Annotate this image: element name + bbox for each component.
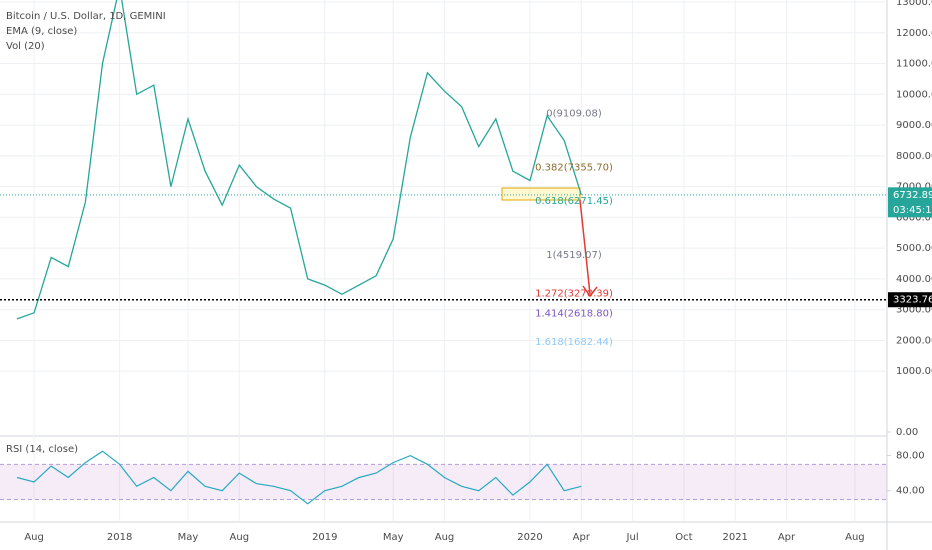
arrow-head xyxy=(582,285,598,298)
grid xyxy=(0,0,887,522)
x-tick-label: Apr xyxy=(573,532,591,543)
x-tick-label: Aug xyxy=(845,532,865,543)
x-tick-label: 2021 xyxy=(722,532,747,543)
price-marker-box xyxy=(888,292,932,308)
fib-label: 1.272(3270.39) xyxy=(535,288,613,299)
rsi-tick-label: 80.00 xyxy=(896,451,925,462)
price-marker-sublabel: 03:45:13 xyxy=(893,205,932,216)
x-tick-label: May xyxy=(383,532,404,543)
y-tick-label: 1000.00 xyxy=(896,366,932,377)
x-tick-label: 2018 xyxy=(107,532,132,543)
y-tick-label: 4000.00 xyxy=(896,274,932,285)
indicator-label: EMA (9, close) xyxy=(6,26,77,37)
y-tick-label: 12000.00 xyxy=(896,28,932,39)
x-tick-label: Aug xyxy=(230,532,250,543)
x-tick-label: Oct xyxy=(675,532,692,543)
marks xyxy=(16,0,582,505)
y-tick-label: 8000.00 xyxy=(896,151,932,162)
fib-label: 1(4519.07) xyxy=(546,250,602,261)
x-tick-label: 2020 xyxy=(517,532,542,543)
y-tick-label: 9000.00 xyxy=(896,120,932,131)
arrow-line xyxy=(579,199,591,295)
x-tick-label: Jul xyxy=(626,532,639,543)
x-tick-label: 2019 xyxy=(312,532,337,543)
x-tick-label: Aug xyxy=(24,532,44,543)
y-tick-label: 11000.00 xyxy=(896,59,932,70)
rsi-title: RSI (14, close) xyxy=(6,444,78,455)
fib-label: 0.382(7355.70) xyxy=(535,163,613,174)
rsi-tick-label: 40.00 xyxy=(896,486,925,497)
fib-label: 0.618(6271.45) xyxy=(535,196,613,207)
rsi-band xyxy=(0,464,887,500)
y-tick-label: 10000.00 xyxy=(896,89,932,100)
fib-label: 1.414(2618.80) xyxy=(535,308,613,319)
fib-label: 0(9109.08) xyxy=(546,109,602,120)
y-tick-label: 5000.00 xyxy=(896,243,932,254)
x-tick-label: Apr xyxy=(778,532,796,543)
y-tick-label: 2000.00 xyxy=(896,335,932,346)
chart-title: Bitcoin / U.S. Dollar, 1D, GEMINI xyxy=(6,11,166,22)
rsi-line xyxy=(16,450,582,505)
fib-label: 1.618(1682.44) xyxy=(535,337,613,348)
indicator-label: Vol (20) xyxy=(6,41,45,52)
y-tick-label: 3000.00 xyxy=(896,305,932,316)
x-tick-label: Aug xyxy=(435,532,455,543)
volume-tick-label: 0.00 xyxy=(896,427,918,438)
y-tick-label: 6000.00 xyxy=(896,212,932,223)
price-marker-label: 3323.76 xyxy=(893,295,932,306)
x-tick-label: May xyxy=(178,532,199,543)
price-marker-box xyxy=(888,187,932,218)
highlight-box xyxy=(501,187,581,201)
y-tick-label: 7000.00 xyxy=(896,182,932,193)
y-tick-label: 13000.00 xyxy=(896,0,932,8)
price-line xyxy=(16,0,582,320)
price-marker-label: 6732.89 xyxy=(893,190,932,201)
